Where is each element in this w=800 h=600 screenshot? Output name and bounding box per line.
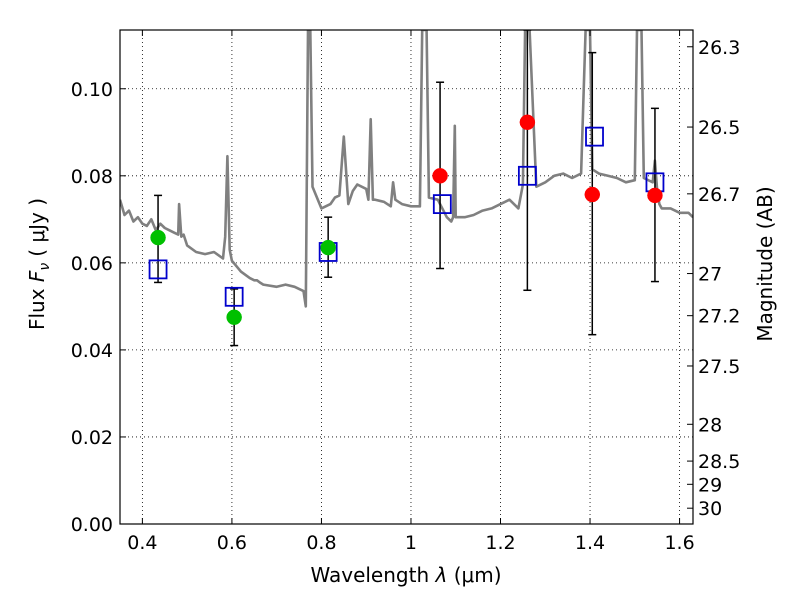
- x-tick-label: 1: [405, 532, 417, 554]
- y2-tick-label: 29: [698, 474, 722, 496]
- model-point-square: [432, 194, 452, 214]
- y-tick-label: 0.04: [71, 340, 113, 362]
- x-tick-label: 0.4: [127, 532, 157, 554]
- data-layer: [120, 30, 693, 347]
- y-tick-label: 0.08: [71, 166, 113, 188]
- y2-tick-label: 27.2: [698, 306, 740, 328]
- y2-tick-label: 26.7: [698, 184, 740, 206]
- y-tick-label: 0.06: [71, 253, 113, 275]
- y2-tick-label: 26.5: [698, 117, 740, 139]
- x-axis-label: Wavelength λ (μm): [310, 563, 501, 587]
- y2-tick-label: 28: [698, 414, 722, 436]
- observed-point: [519, 114, 536, 131]
- x-tick-label: 0.8: [306, 532, 336, 554]
- y-axis-label: Flux Fν ( μJy ): [25, 198, 53, 330]
- x-tick-label: 0.6: [217, 532, 247, 554]
- y-axis-label-subscript: ν: [37, 263, 53, 271]
- tick-labels: 0.4 0.6 0.8 1 1.2 1.4 1.6 0.00 0.02 0.04 0.06 0.08 0…: [71, 37, 741, 554]
- x-axis-label-unit: (μm): [454, 563, 502, 587]
- x-tick-label: 1.6: [664, 532, 694, 554]
- axis-ticks: [120, 30, 693, 525]
- y2-tick-label: 26.3: [698, 37, 740, 59]
- observed-point: [647, 187, 663, 204]
- plot-frame: [119, 29, 694, 525]
- y-axis-label-prefix: Flux: [25, 288, 49, 330]
- x-axis-label-prefix: Wavelength: [310, 563, 429, 587]
- y-axis-label-symbol: F: [25, 270, 49, 282]
- observed-point: [584, 186, 601, 203]
- observed-point: [150, 229, 166, 246]
- y2-tick-label: 27.5: [698, 356, 740, 378]
- y-tick-label: 0.00: [71, 514, 113, 536]
- x-axis-label-symbol: λ: [435, 563, 448, 587]
- y2-tick-label: 27: [698, 264, 722, 286]
- model-point-square: [517, 165, 537, 186]
- x-tick-label: 1.4: [575, 532, 605, 554]
- observed-point: [226, 309, 242, 326]
- plot-area-background: [120, 30, 693, 524]
- model-point-square: [224, 286, 244, 307]
- x-tick-label: 1.2: [485, 532, 515, 554]
- y2-tick-label: 30: [698, 498, 722, 520]
- model-point-square: [585, 126, 604, 147]
- observed-point: [320, 239, 336, 256]
- model-point-square: [148, 259, 168, 280]
- observed-point: [432, 168, 448, 184]
- y-axis-label-unit: ( μJy ): [25, 198, 49, 257]
- y2-axis-label: Magnitude (AB): [753, 186, 777, 341]
- y2-tick-label: 28.5: [698, 451, 740, 473]
- y-tick-label: 0.10: [71, 79, 113, 101]
- y-tick-label: 0.02: [71, 427, 113, 449]
